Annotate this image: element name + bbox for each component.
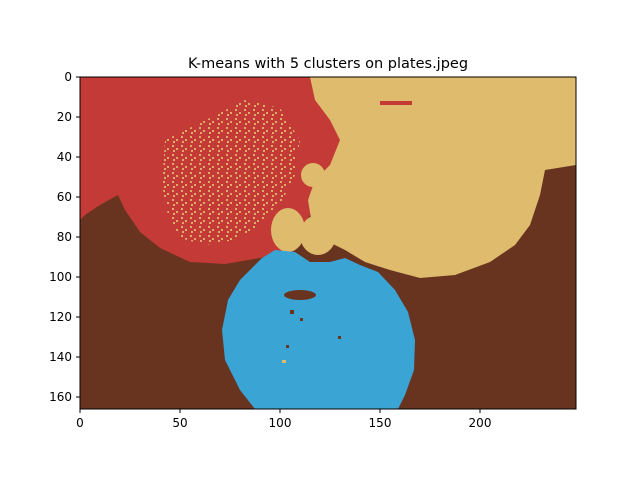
cluster-speck-brown: [284, 290, 316, 300]
y-axis: 0 20 40 60 80 100 120 140 160: [49, 70, 80, 404]
cluster-region-blue: [222, 250, 415, 409]
x-tick-label: 200: [469, 416, 492, 430]
cluster-region-tan: [308, 77, 576, 278]
x-tick-label: 0: [76, 416, 84, 430]
x-tick-label: 150: [369, 416, 392, 430]
y-tick-label: 160: [49, 390, 72, 404]
y-tick-label: 40: [57, 150, 72, 164]
y-tick-label: 0: [64, 70, 72, 84]
cluster-speck-brown: [300, 318, 303, 321]
y-tick-label: 60: [57, 190, 72, 204]
cluster-blob-tan-small: [300, 215, 336, 255]
y-tick-label: 20: [57, 110, 72, 124]
y-tick-label: 80: [57, 230, 72, 244]
cluster-blob-tan-small: [271, 208, 305, 252]
y-tick-label: 120: [49, 310, 72, 324]
cluster-speck-tan: [282, 360, 286, 363]
cluster-region-speckle: [162, 100, 300, 245]
cluster-speck-brown: [338, 336, 341, 339]
chart-title: K-means with 5 clusters on plates.jpeg: [188, 56, 468, 72]
cluster-speck-brown: [286, 345, 289, 348]
y-tick-label: 140: [49, 350, 72, 364]
x-tick-label: 100: [269, 416, 292, 430]
cluster-blob-tan-small: [301, 163, 325, 187]
cluster-speck-red: [380, 101, 412, 105]
cluster-image: [80, 77, 576, 409]
cluster-speck-brown: [290, 310, 294, 314]
x-tick-label: 50: [172, 416, 187, 430]
y-tick-label: 100: [49, 270, 72, 284]
x-axis: 0 50 100 150 200: [76, 409, 491, 430]
plot-frame: [79, 76, 577, 410]
